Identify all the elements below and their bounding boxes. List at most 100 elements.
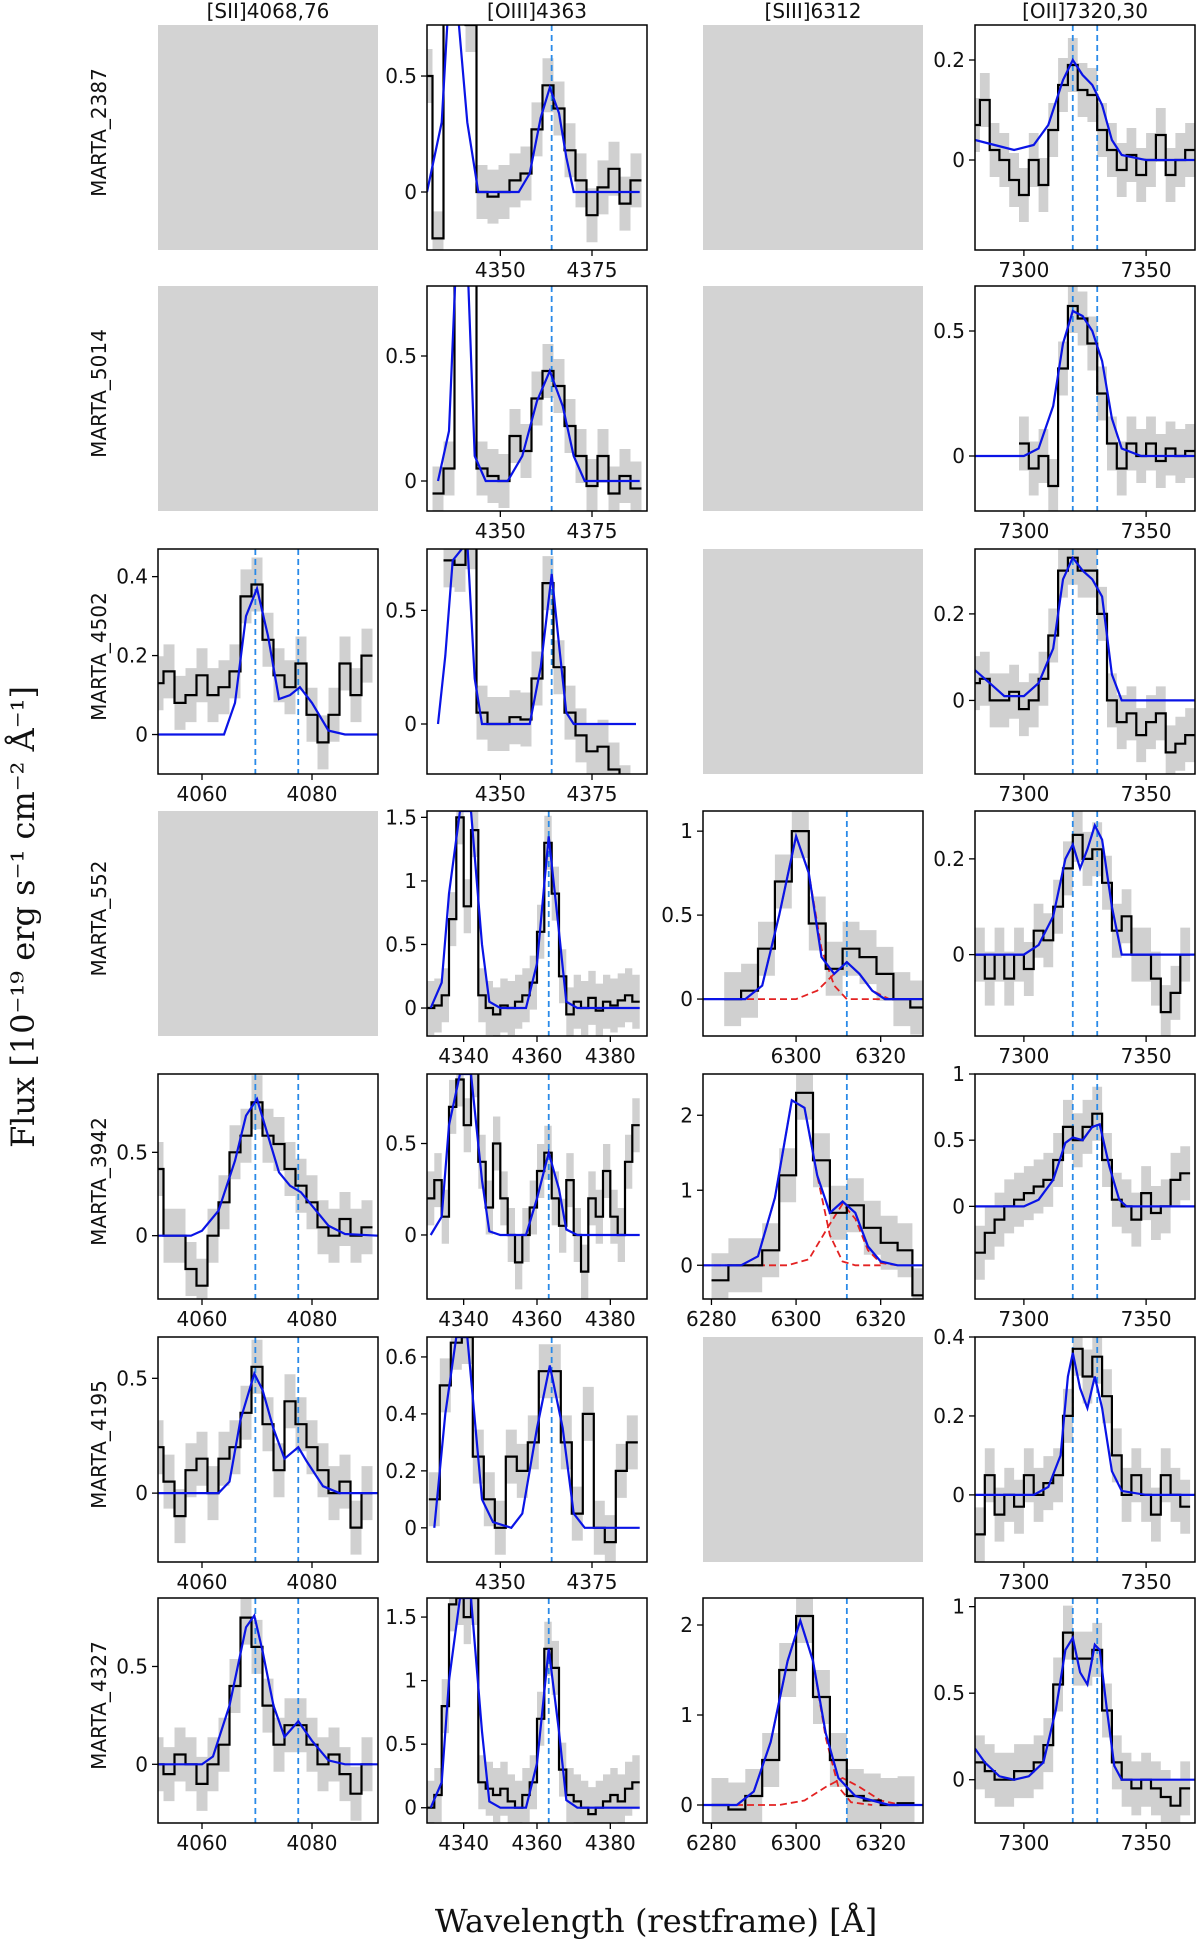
error-band [427, 1598, 640, 1823]
panel-MARTA_552-1: 4340 4360 4380 0 0.5 1 1.5 [385, 805, 648, 1068]
fit-curve [433, 1337, 640, 1530]
error-band [975, 1605, 1191, 1823]
panel-MARTA_4327-3: 7300 7350 0 0.5 1 [933, 1595, 1196, 1855]
y-tick-label: 0 [952, 1194, 965, 1218]
panel-MARTA_5014-3: 7300 7350 0 0.5 [933, 285, 1196, 543]
fit-curve [429, 811, 640, 1010]
x-tick-label: 4360 [512, 1831, 563, 1855]
panel-frame [974, 1073, 1196, 1300]
column-title: [SII]4068,76 [207, 0, 330, 23]
x-tick-label: 4080 [287, 782, 338, 806]
panel-MARTA_3942-2: 6280 6300 6320 0 1 2 [680, 1073, 924, 1331]
y-tick-label: 0.4 [116, 565, 148, 589]
error-band [975, 811, 1191, 1036]
fit-curve [975, 57, 1195, 162]
x-tick-label: 7350 [1121, 1044, 1172, 1068]
x-axis-label: Wavelength (restframe) [Å] [435, 1902, 877, 1940]
fit-curve [436, 549, 636, 726]
panel-MARTA_2387-3: 7300 7350 0 0.2 [933, 24, 1196, 282]
x-tick-label: 7300 [998, 1307, 1049, 1331]
observed-spectrum [975, 833, 1191, 1014]
empty-panel [158, 286, 378, 511]
error-band [711, 1074, 923, 1299]
y-tick-label: 0 [404, 1516, 417, 1540]
y-tick-label: 0 [952, 1768, 965, 1792]
row-label: MARTA_2387 [87, 68, 111, 197]
row-label: MARTA_4327 [87, 1641, 111, 1770]
panel-frame [426, 24, 648, 251]
panel-MARTA_2387-1: 4350 4375 0 0.5 [385, 24, 648, 282]
x-tick-label: 6280 [686, 1831, 737, 1855]
error-band [427, 811, 640, 1036]
x-tick-label: 4360 [512, 1307, 563, 1331]
panel-MARTA_5014-0 [158, 286, 378, 511]
fit-curve [975, 1122, 1195, 1208]
fit-curve [158, 584, 378, 736]
fit-curve [158, 1370, 378, 1495]
error-band [975, 1337, 1191, 1562]
y-tick-label: 0.5 [661, 903, 693, 927]
panel-frame [974, 285, 1196, 512]
x-tick-label: 4060 [177, 1831, 228, 1855]
y-tick-label: 0 [680, 1793, 693, 1817]
panel-frame [157, 1336, 379, 1563]
y-tick-label: 0.2 [933, 847, 965, 871]
row-label: MARTA_4195 [87, 1380, 111, 1509]
error-band [427, 25, 642, 250]
column-titles: [SII]4068,76 [OIII]4363 [SIII]6312 [OII]732… [207, 0, 1148, 23]
x-tick-label: 4350 [475, 782, 526, 806]
panel-frame [974, 24, 1196, 251]
panel-frame [157, 1597, 379, 1824]
panel-frame [702, 1597, 924, 1824]
fit-curve [703, 1098, 923, 1267]
empty-panel [703, 549, 923, 774]
y-tick-label: 0.4 [385, 1402, 417, 1426]
x-tick-label: 6300 [771, 1044, 822, 1068]
y-tick-label: 1.5 [385, 1605, 417, 1629]
fit-curve [429, 1598, 640, 1809]
error-band [975, 1086, 1191, 1280]
panel-MARTA_3942-0: 4060 4080 0 0.5 [116, 1073, 379, 1331]
panel-frame [974, 1336, 1196, 1563]
panel-MARTA_4327-1: 4340 4360 4380 0 0.5 1 1.5 [385, 1597, 648, 1855]
x-tick-label: 4080 [287, 1307, 338, 1331]
panel-MARTA_552-2: 6300 6320 0 0.5 1 [661, 810, 924, 1068]
panel-MARTA_5014-2 [703, 286, 923, 511]
x-tick-label: 7350 [1121, 782, 1172, 806]
panel-MARTA_4502-2 [703, 549, 923, 774]
panel-frame [157, 548, 379, 775]
x-tick-label: 7300 [998, 1044, 1049, 1068]
y-tick-label: 0.5 [385, 1732, 417, 1756]
x-tick-label: 4375 [567, 258, 618, 282]
y-tick-label: 0.5 [933, 1681, 965, 1705]
fit-curve [975, 309, 1195, 458]
panel-MARTA_4195-3: 7300 7350 0 0.2 0.4 [933, 1325, 1196, 1594]
x-tick-label: 4360 [512, 1044, 563, 1068]
x-tick-label: 4380 [585, 1044, 636, 1068]
x-tick-label: 7350 [1121, 258, 1172, 282]
y-tick-label: 0.5 [385, 64, 417, 88]
fit-curve [975, 555, 1195, 702]
panel-MARTA_4195-0: 4060 4080 0 0.5 [116, 1336, 379, 1594]
error-band [428, 1337, 638, 1562]
x-tick-label: 4060 [177, 782, 228, 806]
y-tick-label: 0 [135, 1224, 148, 1248]
y-tick-label: 0.5 [116, 1654, 148, 1678]
fit-curve [975, 1634, 1195, 1781]
observed-spectrum [711, 1091, 923, 1297]
y-tick-label: 2 [680, 1613, 693, 1637]
observed-spectrum [975, 1347, 1191, 1536]
y-tick-label: 0.2 [933, 602, 965, 626]
x-tick-label: 4340 [438, 1307, 489, 1331]
y-tick-label: 0 [404, 180, 417, 204]
x-tick-label: 4340 [438, 1044, 489, 1068]
observed-spectrum [158, 1101, 373, 1287]
empty-panel [703, 25, 923, 250]
error-band [975, 38, 1195, 222]
y-tick-label: 2 [680, 1103, 693, 1127]
x-tick-label: 7300 [998, 1570, 1049, 1594]
y-tick-label: 0.5 [933, 1128, 965, 1152]
y-tick-label: 1 [680, 819, 693, 843]
